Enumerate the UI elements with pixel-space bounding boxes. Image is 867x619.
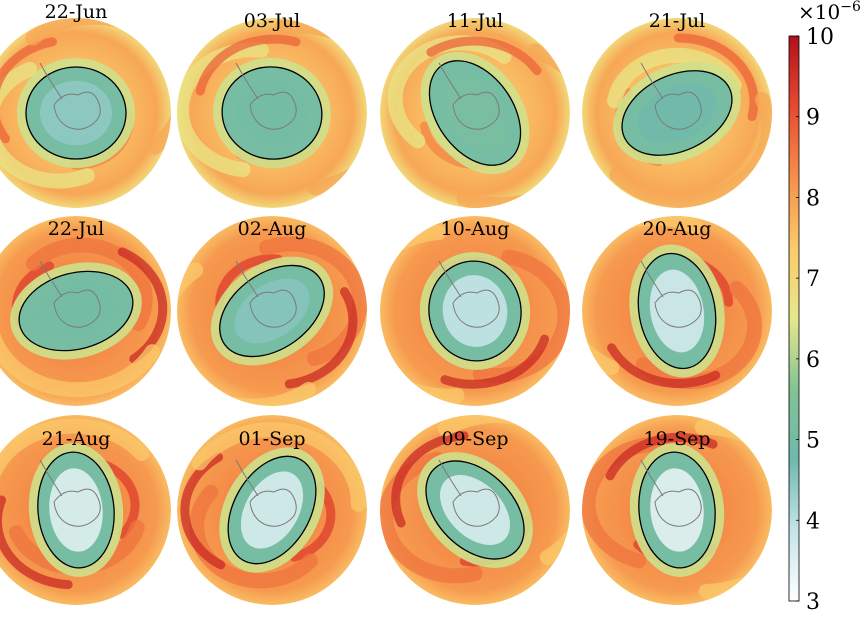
- colorbar-tick-label: 3: [806, 590, 820, 615]
- panel-title: 19-Sep: [643, 428, 710, 450]
- panel-title: 01-Sep: [238, 428, 305, 450]
- concentration-band: [607, 343, 721, 388]
- vortex-edge-contour: [621, 70, 733, 156]
- colorbar-tick-label: 5: [806, 429, 820, 454]
- coastline: [235, 62, 297, 130]
- vortex-edge-contour: [428, 260, 522, 362]
- concentration-band: [192, 422, 366, 512]
- vortex-min: [442, 75, 508, 151]
- panel-title: 10-Aug: [441, 218, 510, 240]
- coastline: [235, 459, 297, 527]
- vortex-edge-contour: [219, 264, 325, 358]
- colorbar-tick-label: 7: [806, 267, 820, 292]
- concentration-band: [284, 287, 358, 389]
- colorbar: 3 4 5 6 7 8 9 10×10−6: [788, 0, 861, 615]
- vortex-edge-contour: [25, 66, 127, 160]
- coastline: [438, 459, 500, 527]
- panel-title: 22-Jul: [48, 218, 105, 240]
- coastline: [39, 260, 101, 328]
- concentration-band: [0, 418, 149, 524]
- panel-title: 02-Aug: [238, 218, 307, 240]
- vortex-edge-contour: [425, 460, 525, 560]
- map-panel: 09-Sep: [380, 415, 570, 605]
- coastline: [438, 260, 500, 328]
- map-panel: 21-Jul: [582, 10, 772, 208]
- panel-title: 21-Jul: [649, 10, 706, 32]
- colorbar-tick-label: 10: [806, 25, 834, 50]
- concentration-band: [609, 92, 772, 208]
- concentration-band: [215, 254, 283, 311]
- map-panel: 02-Aug: [177, 216, 367, 406]
- map-panel: 21-Aug: [0, 415, 171, 605]
- vortex-edge-contour: [18, 270, 134, 352]
- panel-title: 03-Jul: [244, 10, 301, 32]
- colorbar-tick-label: 8: [806, 186, 820, 211]
- vortex-edge-contour: [37, 451, 115, 569]
- vortex-min: [40, 80, 112, 146]
- concentration-band: [380, 451, 483, 584]
- vortex-min: [234, 278, 310, 344]
- coastline: [640, 62, 702, 130]
- vortex-min: [637, 83, 717, 143]
- vortex-min: [240, 471, 304, 549]
- map-panel: 10-Aug: [380, 216, 570, 406]
- concentration-band: [391, 431, 469, 528]
- colorbar-scale-label: ×10−6: [798, 0, 861, 24]
- coastline: [438, 62, 500, 130]
- colorbar-tick-label: 6: [806, 348, 820, 373]
- panel-title: 11-Jul: [447, 10, 504, 32]
- concentration-band: [0, 37, 57, 144]
- panel-title: 21-Aug: [42, 428, 111, 450]
- concentration-band: [426, 36, 542, 76]
- vortex-edge-contour: [637, 252, 717, 370]
- coastline: [640, 459, 702, 527]
- map-panel: 19-Sep: [582, 415, 772, 605]
- concentration-band: [195, 34, 301, 96]
- concentration-band: [25, 237, 153, 331]
- coastline: [235, 260, 297, 328]
- concentration-band: [0, 495, 73, 590]
- colorbar-tick-label: 4: [806, 509, 820, 534]
- concentration-band: [0, 61, 95, 189]
- panel-title: 22-Jun: [45, 1, 108, 23]
- map-panel: 20-Aug: [582, 216, 772, 406]
- concentration-band: [289, 481, 336, 562]
- vortex-min: [439, 474, 511, 546]
- concentration-band: [437, 415, 570, 565]
- concentration-band: [605, 432, 718, 481]
- map-panel: 22-Jul: [0, 216, 171, 406]
- panel-title: 20-Aug: [643, 218, 712, 240]
- vortex-edge-contour: [638, 451, 716, 569]
- concentration-band: [440, 334, 550, 389]
- colorbar-gradient: [788, 35, 800, 602]
- coastline: [39, 62, 101, 130]
- colorbar-tick-label: 9: [806, 106, 820, 131]
- vortex-min: [236, 80, 308, 146]
- map-panel: 22-Jun: [0, 1, 171, 208]
- vortex-edge-contour: [227, 455, 317, 565]
- colorbar-scale-exponent: −6: [840, 0, 861, 15]
- map-panel: 01-Sep: [177, 415, 367, 605]
- panel-title: 09-Sep: [441, 428, 508, 450]
- panel-grid: 22-Jun 03-Jul 11-Jul 21-Jul 22-Jul 02-Aug 10-A…: [0, 1, 772, 605]
- concentration-band: [259, 236, 367, 366]
- vortex-min: [35, 283, 117, 339]
- map-panel: 11-Jul: [380, 10, 570, 208]
- concentration-band: [0, 316, 160, 398]
- concentration-band: [673, 33, 759, 121]
- coastline: [640, 260, 702, 328]
- coastline: [39, 459, 101, 527]
- map-panel: 03-Jul: [177, 10, 367, 208]
- vortex-edge-contour: [221, 66, 323, 160]
- vortex-edge-contour: [428, 60, 522, 166]
- concentration-band: [94, 458, 140, 539]
